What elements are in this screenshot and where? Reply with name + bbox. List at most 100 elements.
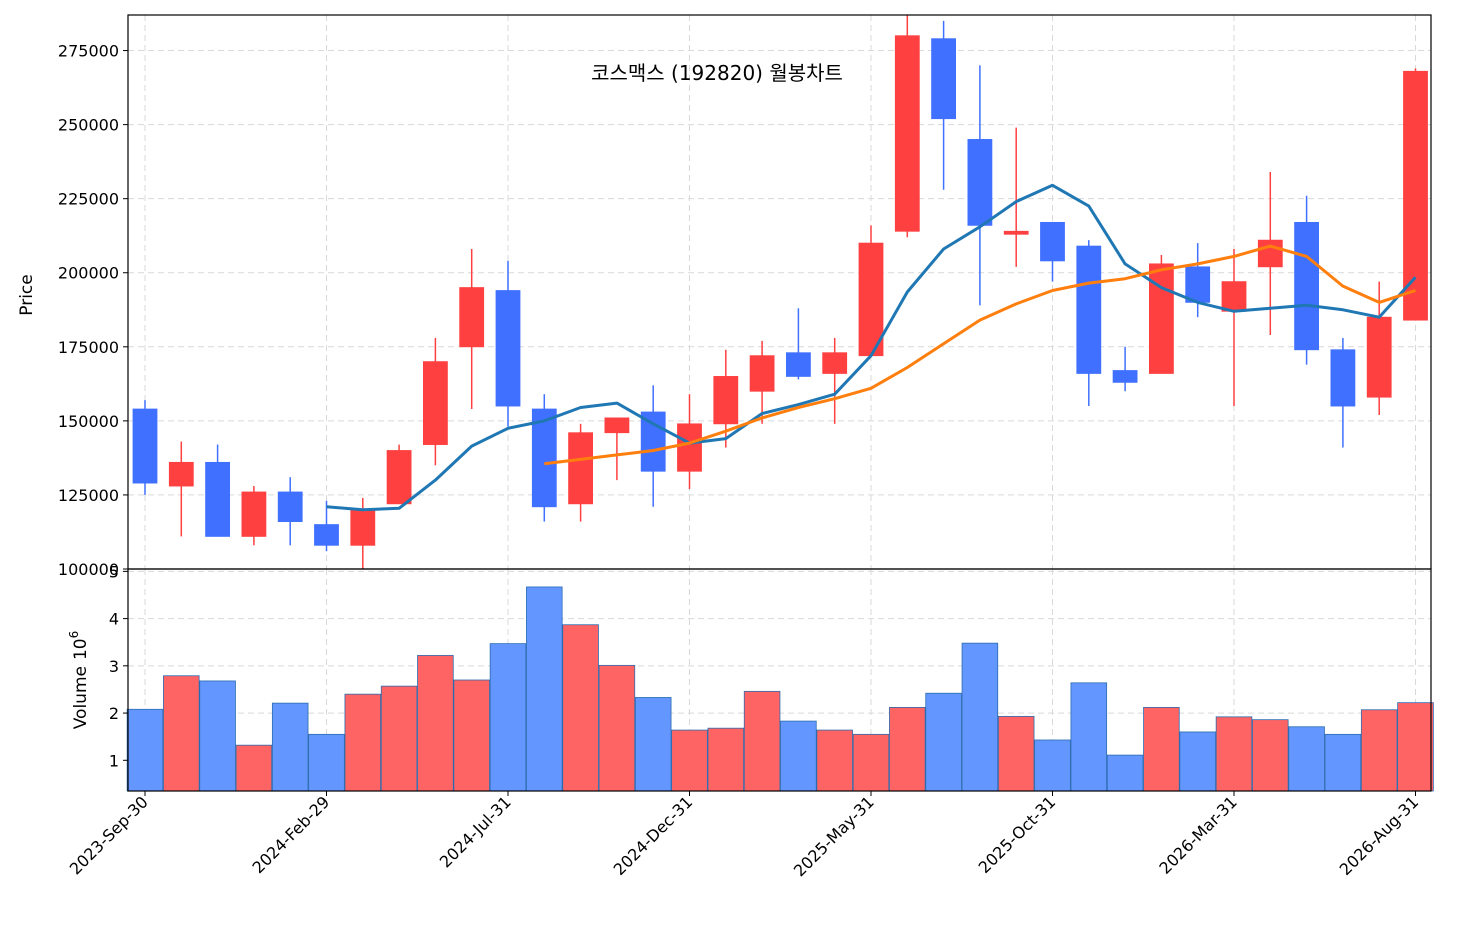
volume-bar (526, 586, 563, 792)
candle-body (241, 491, 267, 537)
price-tick-label: 150000 (58, 412, 119, 431)
candle-body (314, 524, 339, 546)
volume-bars (126, 586, 1434, 792)
candle-body (1003, 230, 1029, 235)
volume-bar (235, 744, 273, 792)
volume-bar (1143, 706, 1180, 792)
volume-bar (380, 685, 418, 792)
volume-bar (1360, 709, 1398, 792)
volume-bar (1252, 719, 1289, 792)
volume-bar (453, 679, 490, 792)
volume-tick-label: 2 (109, 704, 119, 723)
volume-bar (889, 706, 926, 792)
price-tick-label: 275000 (58, 42, 119, 61)
candle-body (132, 408, 158, 484)
chart-title: 코스맥스 (192820) 월봉차트 (591, 61, 843, 85)
volume-tick-label: 5 (109, 562, 119, 581)
volume-bar (417, 655, 454, 792)
volume-bar (598, 664, 636, 792)
volume-tick-label: 1 (109, 751, 119, 770)
price-tick-label: 175000 (58, 338, 119, 357)
candle-body (1257, 239, 1283, 268)
volume-axis-label-unit: 10 (71, 638, 91, 660)
candle-body (168, 461, 194, 487)
price-tick-label: 200000 (58, 264, 119, 283)
volume-panel-frame (127, 568, 1432, 792)
candle-body (604, 417, 630, 434)
candle-body (713, 376, 739, 425)
candle-body (894, 35, 920, 232)
candle-body (1112, 370, 1138, 383)
volume-bar (1324, 733, 1362, 792)
price-tick-label: 250000 (58, 116, 119, 135)
volume-bar (997, 715, 1035, 792)
candle-body (931, 38, 956, 120)
volume-tick-label: 4 (109, 610, 119, 629)
volume-bar (1034, 739, 1071, 792)
volume-bar (743, 690, 781, 792)
price-tick-label: 100000 (58, 560, 119, 579)
moving-average-lines (326, 183, 1417, 512)
candle-body (1040, 221, 1065, 262)
candle-body (459, 287, 485, 348)
volume-bar (671, 729, 708, 792)
candle-body (677, 423, 702, 472)
volume-bar (1288, 726, 1325, 792)
volume-axis-label-name: Volume (71, 666, 91, 729)
candle-body (1076, 245, 1102, 374)
volume-bar (961, 642, 999, 792)
grid-lines (128, 15, 1431, 791)
candle-body (640, 411, 666, 472)
volume-bar (816, 729, 853, 792)
candle-body (1366, 316, 1392, 398)
volume-bar (1106, 754, 1144, 792)
candle-body (205, 461, 231, 537)
candle-body (277, 491, 303, 522)
price-axis-label: Price (17, 274, 37, 315)
candle-body (1330, 349, 1356, 407)
volume-bar (163, 675, 200, 792)
volume-axis-label-exponent: 6 (67, 631, 81, 639)
candle-body (858, 242, 884, 357)
moving-average-short-line (326, 183, 1417, 512)
volume-bar (489, 643, 527, 792)
volume-bar (1215, 716, 1253, 792)
volume-bar (271, 702, 309, 792)
volume-bar (308, 733, 345, 792)
candle-body (967, 139, 993, 226)
volume-bar (852, 733, 890, 792)
volume-axis-label: Volume 106 (67, 631, 91, 730)
volume-bar (199, 680, 236, 792)
volume-tick-label: 3 (109, 657, 119, 676)
candle-body (531, 408, 557, 508)
volume-bar (707, 727, 745, 792)
volume-bar (1179, 731, 1216, 792)
candle-body (1294, 221, 1319, 351)
volume-bar (344, 693, 382, 792)
candle-body (350, 509, 376, 546)
candle-body (822, 352, 848, 374)
candle-body (786, 352, 811, 377)
candle-body (568, 432, 593, 505)
candle-body (1221, 281, 1247, 312)
volume-bar (634, 697, 672, 792)
price-tick-label: 225000 (58, 190, 119, 209)
volume-bar (562, 624, 599, 792)
candle-body (386, 450, 412, 505)
candle-body (495, 290, 521, 407)
volume-bar (780, 720, 817, 792)
volume-bar (126, 708, 164, 792)
candle-body (749, 355, 775, 392)
candle-body (1149, 263, 1174, 374)
volume-bar (925, 692, 962, 792)
price-candles (132, 15, 1428, 569)
candle-body (1185, 266, 1211, 303)
volume-bar (1397, 702, 1434, 792)
volume-bar (1070, 682, 1108, 792)
candle-body (1403, 70, 1428, 321)
moving-average-long-line (544, 244, 1416, 466)
price-tick-label: 125000 (58, 486, 119, 505)
candle-body (422, 361, 448, 445)
